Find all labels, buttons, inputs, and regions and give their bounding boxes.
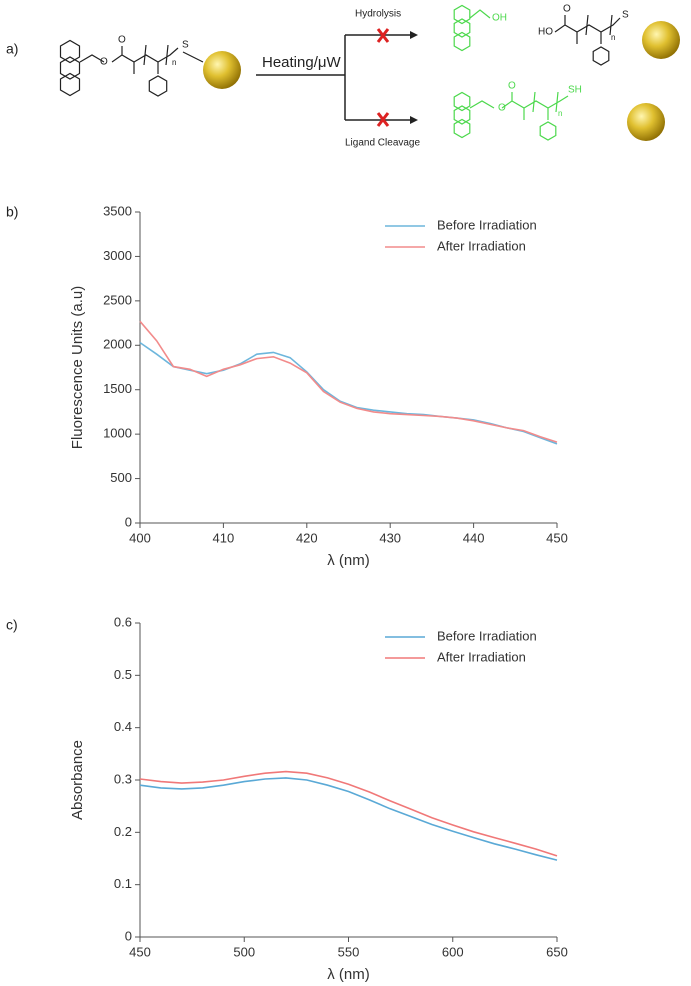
ring [59, 39, 81, 97]
x-tick-label: 550 [338, 944, 360, 959]
path-label: Hydrolysis [355, 9, 401, 20]
x-tick-label: 500 [233, 944, 255, 959]
atom-label: n [611, 33, 615, 42]
panel-label: c) [6, 617, 18, 633]
y-tick-label: 0.1 [114, 876, 132, 891]
atom-label: S [622, 10, 629, 21]
x-tick-label: 650 [546, 944, 568, 959]
line-series [139, 341, 558, 445]
atom-label: O [100, 57, 108, 68]
atom-label: S [182, 40, 189, 51]
atom-label: n [558, 109, 562, 118]
ring [148, 75, 168, 97]
x-axis-label: λ (nm) [327, 552, 370, 569]
chart: c) 0 0.1 0.2 0.3 0.4 0.5 0.6 450 500 550 600 650 λ (n… [6, 614, 568, 983]
y-axis-label: Absorbance [69, 740, 86, 820]
y-tick-label: 0.2 [114, 824, 132, 839]
y-tick-label: 3000 [103, 248, 132, 263]
y-tick-label: 3500 [103, 203, 132, 218]
atom-label: O [508, 81, 516, 92]
x-tick-label: 400 [129, 530, 151, 545]
arrow-head [410, 31, 418, 124]
legend-label: After Irradiation [437, 649, 526, 664]
legend-label: Before Irradiation [437, 628, 537, 643]
atom-label: HO [538, 27, 553, 38]
atom-label: n [172, 58, 176, 67]
atom-label: OH [492, 13, 507, 24]
y-axis-label: Fluorescence Units (a.u) [69, 286, 86, 449]
blocked-mark [376, 28, 390, 127]
bond [79, 44, 204, 74]
line-series [139, 320, 558, 443]
x-tick-label: 420 [296, 530, 318, 545]
y-tick-label: 2000 [103, 337, 132, 352]
reaction-scheme: a) Heating/μW Hydrolysis Ligand Cleavage… [6, 4, 680, 149]
ring [453, 91, 471, 139]
y-tick-label: 0.5 [114, 667, 132, 682]
ring [453, 4, 471, 52]
y-tick-label: 1500 [103, 381, 132, 396]
y-tick-label: 2500 [103, 292, 132, 307]
arrow-label: Heating/μW [262, 54, 342, 71]
x-tick-label: 410 [213, 530, 235, 545]
ring [592, 46, 610, 66]
nanoparticle [627, 103, 665, 141]
x-tick-label: 430 [379, 530, 401, 545]
legend-label: After Irradiation [437, 238, 526, 253]
y-tick-label: 1000 [103, 426, 132, 441]
ring [539, 121, 557, 141]
y-tick-label: 0.4 [114, 719, 132, 734]
y-tick-label: 0 [125, 514, 132, 529]
x-axis-label: λ (nm) [327, 966, 370, 983]
panel-label: a) [6, 41, 18, 57]
atom-label: O [498, 103, 506, 114]
x-tick-label: 600 [442, 944, 464, 959]
x-tick-label: 450 [546, 530, 568, 545]
y-tick-label: 0.3 [114, 771, 132, 786]
nanoparticle [203, 51, 241, 89]
bond [469, 9, 491, 19]
nanoparticle [642, 21, 680, 59]
y-tick-label: 500 [110, 470, 132, 485]
y-tick-label: 0.6 [114, 614, 132, 629]
x-tick-label: 450 [129, 944, 151, 959]
atom-label: O [563, 4, 571, 15]
charts: b) 0 500 1000 1500 2000 2500 3000 3500 400 410 420 4… [6, 203, 568, 983]
bond [469, 91, 569, 120]
line-series [139, 770, 558, 857]
bond [554, 14, 621, 44]
line-series [139, 777, 558, 861]
y-tick-label: 0 [125, 928, 132, 943]
atom-label: O [118, 35, 126, 46]
legend-label: Before Irradiation [437, 217, 537, 232]
panel-label: b) [6, 204, 18, 220]
chart: b) 0 500 1000 1500 2000 2500 3000 3500 400 410 420 4… [6, 203, 568, 569]
x-tick-label: 440 [463, 530, 485, 545]
atom-label: SH [568, 85, 582, 96]
path-label: Ligand Cleavage [345, 138, 420, 149]
